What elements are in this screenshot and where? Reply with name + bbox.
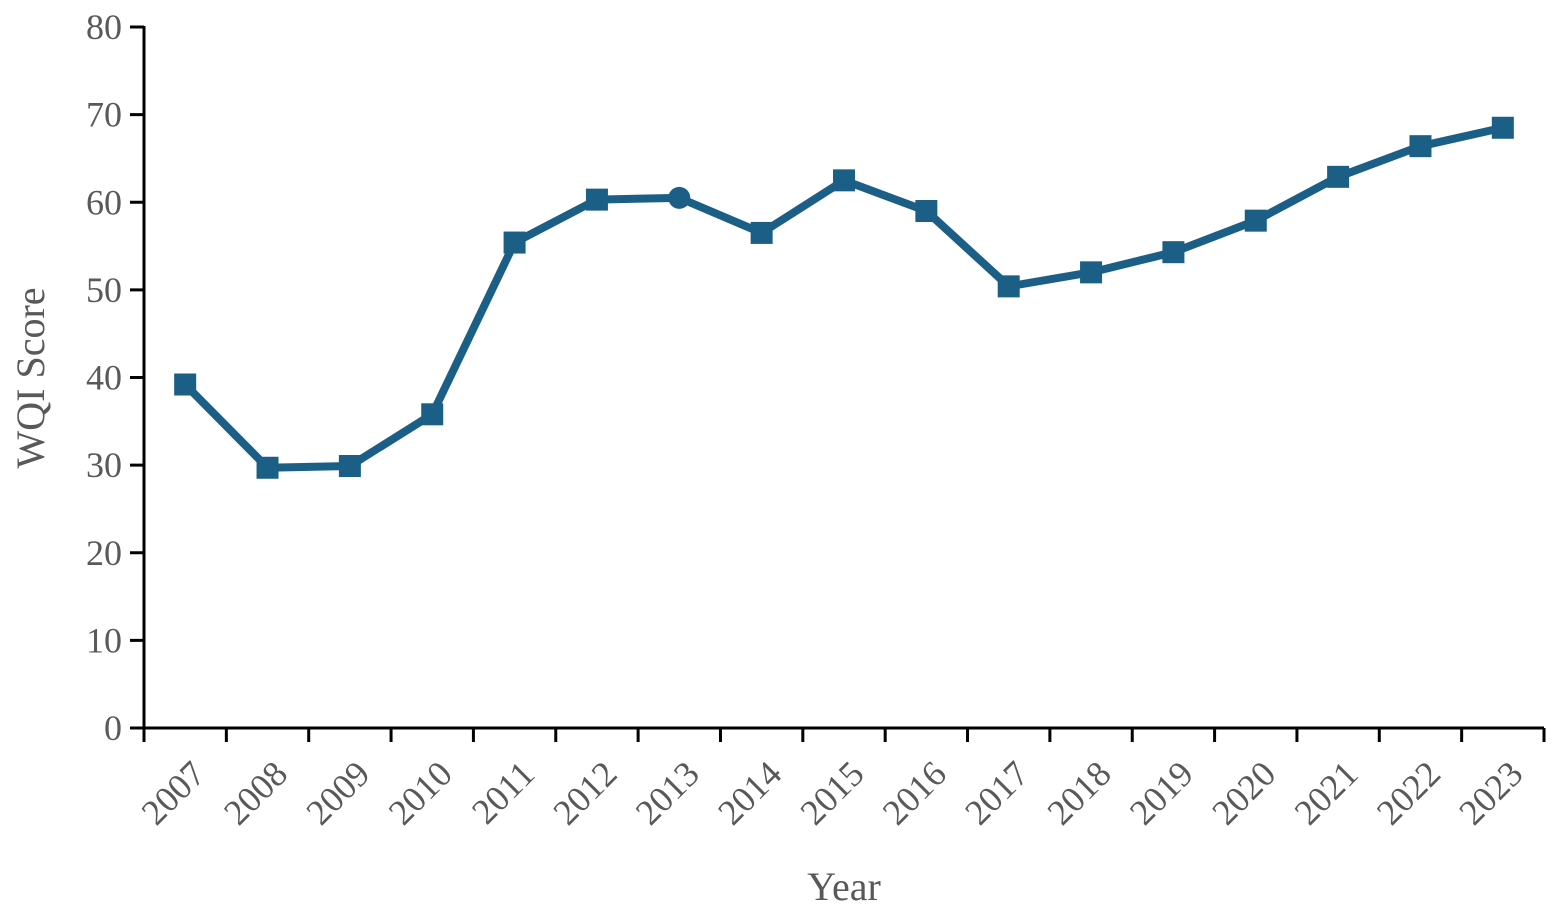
- data-point: [174, 373, 197, 396]
- y-tick-label: 20: [86, 533, 122, 573]
- x-tick-label: 2017: [957, 753, 1036, 832]
- x-tick-label: 2019: [1122, 753, 1201, 832]
- x-tick-label: 2009: [298, 753, 377, 832]
- x-tick-label: 2020: [1204, 753, 1283, 832]
- data-point: [338, 455, 361, 478]
- y-tick-label: 60: [86, 182, 122, 222]
- x-axis-title: Year: [807, 864, 881, 909]
- x-tick-label: 2012: [545, 753, 624, 832]
- x-axis-ticks: 2007 2008 2009 2010 2011 2012 2013 2014 2015 2016…: [134, 728, 1546, 833]
- data-point: [1162, 241, 1185, 264]
- x-tick-label: 2013: [628, 753, 707, 832]
- x-tick-label: 2015: [792, 753, 871, 832]
- data-point: [833, 169, 855, 192]
- data-point: [997, 275, 1020, 298]
- y-axis-ticks: 0 10 20 30 40 50 60 70 80: [86, 7, 144, 748]
- data-point: [750, 221, 773, 244]
- y-tick-label: 40: [86, 358, 122, 398]
- y-tick-label: 70: [86, 95, 122, 135]
- data-point: [915, 200, 938, 223]
- data-point: [1491, 116, 1514, 139]
- data-point: [585, 188, 608, 211]
- data-point: [1244, 209, 1267, 232]
- data-point: [1409, 135, 1432, 158]
- data-point: [503, 231, 526, 254]
- data-point: [421, 403, 444, 426]
- y-tick-label: 10: [86, 620, 122, 660]
- y-axis-title: WQI Score: [8, 287, 53, 468]
- x-tick-label: 2023: [1451, 753, 1530, 832]
- x-tick-label: 2008: [216, 753, 295, 832]
- x-tick-label: 2022: [1369, 753, 1448, 832]
- data-point: [256, 456, 279, 479]
- y-tick-label: 0: [104, 708, 122, 748]
- x-tick-label: 2014: [710, 753, 789, 832]
- x-tick-label: 2011: [464, 753, 542, 831]
- y-tick-label: 30: [86, 445, 122, 485]
- x-tick-label: 2007: [134, 753, 213, 832]
- series-layer: [174, 116, 1514, 479]
- y-tick-label: 80: [86, 7, 122, 47]
- y-tick-label: 50: [86, 270, 122, 310]
- x-tick-label: 2021: [1287, 753, 1366, 832]
- data-point: [668, 186, 691, 209]
- data-point: [1080, 261, 1103, 284]
- data-point: [1327, 165, 1350, 188]
- x-tick-label: 2016: [875, 753, 954, 832]
- x-tick-label: 2018: [1040, 753, 1119, 832]
- x-tick-label: 2010: [381, 753, 460, 832]
